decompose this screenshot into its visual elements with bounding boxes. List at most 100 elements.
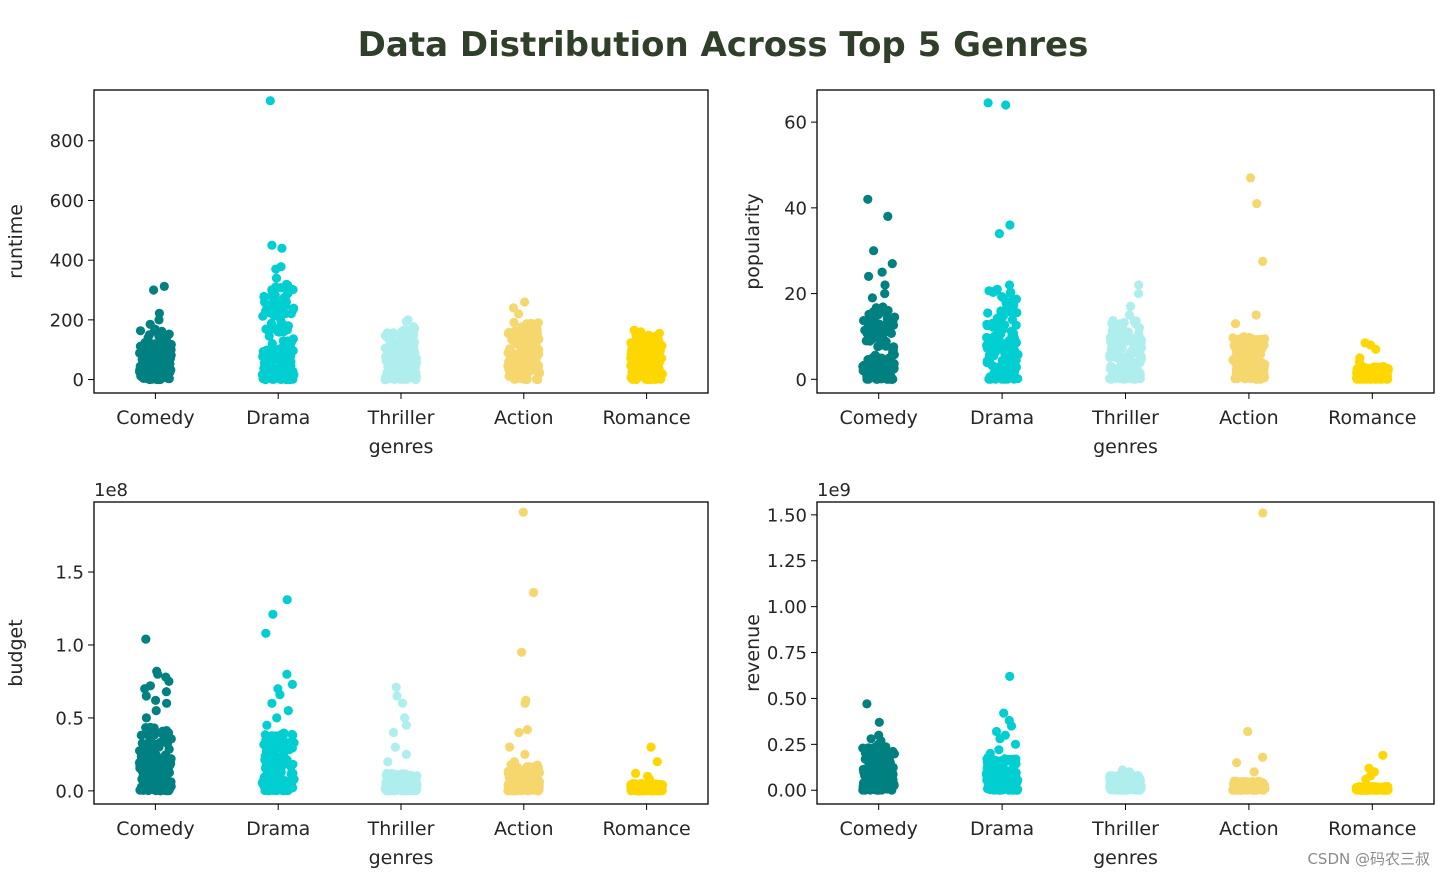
- point-drama: [289, 774, 299, 784]
- point-drama: [989, 351, 999, 361]
- point-comedy: [159, 369, 169, 379]
- point-comedy: [860, 784, 870, 794]
- point-drama: [1007, 768, 1017, 779]
- point-thriller-outlier: [391, 682, 401, 692]
- point-thriller: [407, 324, 417, 335]
- y-tick-label: 1.50: [767, 505, 807, 526]
- x-axis-label: genres: [369, 436, 434, 458]
- point-comedy: [864, 757, 874, 767]
- point-comedy: [135, 761, 146, 771]
- point-drama: [261, 770, 272, 780]
- point-thriller: [387, 341, 397, 351]
- point-action: [503, 786, 513, 796]
- point-drama: [266, 299, 276, 309]
- point-thriller: [386, 784, 396, 795]
- point-comedy: [863, 360, 873, 370]
- points-bottom-left: [134, 507, 668, 796]
- point-thriller: [1131, 357, 1141, 367]
- point-thriller: [411, 785, 421, 796]
- point-comedy-outlier: [153, 669, 163, 679]
- point-action-outlier: [1258, 752, 1268, 762]
- point-thriller-outlier: [397, 698, 408, 708]
- y-tick-label: 1.5: [55, 563, 84, 584]
- point-comedy-outlier: [874, 717, 884, 727]
- y-axis-label: revenue: [742, 614, 764, 692]
- point-thriller: [1107, 369, 1117, 379]
- point-comedy: [876, 764, 887, 774]
- point-action: [1259, 362, 1269, 372]
- point-comedy: [889, 364, 899, 374]
- point-comedy-outlier: [161, 687, 171, 697]
- point-comedy: [867, 333, 877, 343]
- point-comedy: [142, 729, 152, 739]
- panel-bottom-left: 0.0 0.5 1.0 1.5 Comedy Drama Thriller Action Rom…: [5, 480, 709, 869]
- y-tick-label: 600: [50, 191, 84, 212]
- point-comedy: [864, 309, 874, 319]
- point-thriller: [380, 331, 390, 341]
- x-tick-label-drama: Drama: [970, 818, 1034, 840]
- point-thriller: [394, 770, 404, 780]
- point-romance-outlier: [652, 757, 662, 767]
- point-comedy-outlier: [154, 315, 164, 325]
- x-tick-label-action: Action: [1219, 407, 1279, 429]
- point-drama-outlier: [267, 698, 277, 708]
- point-comedy-outlier: [867, 293, 878, 303]
- point-drama-outlier: [265, 96, 275, 106]
- point-drama-outlier: [1010, 739, 1021, 749]
- point-drama: [282, 279, 292, 289]
- point-drama-outlier: [271, 264, 281, 274]
- point-thriller-outlier: [1134, 280, 1144, 290]
- point-action: [516, 333, 526, 343]
- point-drama: [996, 761, 1006, 772]
- point-drama: [1009, 308, 1019, 318]
- point-action: [1249, 344, 1259, 354]
- point-thriller: [394, 347, 404, 357]
- point-comedy-outlier: [887, 259, 897, 269]
- point-thriller: [1129, 333, 1139, 343]
- point-comedy-outlier: [151, 695, 161, 706]
- point-thriller-outlier: [392, 691, 402, 701]
- x-tick-label-romance: Romance: [1328, 818, 1416, 840]
- point-comedy: [888, 776, 898, 786]
- point-drama: [1009, 359, 1019, 369]
- point-drama: [1002, 300, 1012, 310]
- point-comedy: [147, 351, 157, 361]
- point-romance-outlier: [644, 774, 655, 784]
- point-romance: [656, 782, 666, 792]
- y-tick-label: 800: [50, 131, 84, 152]
- y-tick-label: 200: [50, 310, 84, 331]
- point-drama: [276, 754, 286, 764]
- point-thriller-outlier: [1126, 769, 1136, 779]
- point-drama: [992, 313, 1003, 323]
- point-comedy: [874, 359, 884, 369]
- point-action-outlier: [522, 725, 532, 735]
- point-comedy: [160, 764, 170, 774]
- point-thriller: [1122, 336, 1132, 346]
- x-tick-label-romance: Romance: [602, 818, 690, 840]
- point-drama: [262, 785, 272, 795]
- panel-top-left: 0 200 400 600 800 Comedy Drama Thriller Action Ro…: [5, 89, 709, 458]
- point-drama: [994, 328, 1004, 338]
- point-thriller: [1108, 315, 1118, 326]
- point-drama-outlier: [267, 291, 277, 301]
- point-comedy: [147, 761, 157, 772]
- x-tick-label-romance: Romance: [602, 407, 690, 429]
- point-comedy-outlier: [883, 211, 893, 221]
- point-drama-outlier: [271, 282, 281, 292]
- point-comedy: [872, 751, 882, 761]
- point-drama-outlier: [268, 609, 278, 619]
- x-tick-label-drama: Drama: [246, 407, 310, 429]
- point-action-outlier: [1251, 310, 1261, 320]
- point-drama-outlier: [999, 708, 1009, 718]
- point-thriller-outlier: [1134, 289, 1144, 299]
- point-thriller: [1133, 346, 1143, 356]
- point-drama: [987, 336, 997, 346]
- point-thriller: [1110, 348, 1120, 358]
- point-drama: [267, 349, 277, 359]
- point-comedy: [155, 737, 165, 748]
- point-action: [518, 366, 528, 376]
- point-comedy-outlier: [162, 698, 172, 708]
- point-drama-outlier: [282, 669, 292, 679]
- point-comedy-outlier: [141, 634, 151, 644]
- point-comedy: [888, 348, 898, 358]
